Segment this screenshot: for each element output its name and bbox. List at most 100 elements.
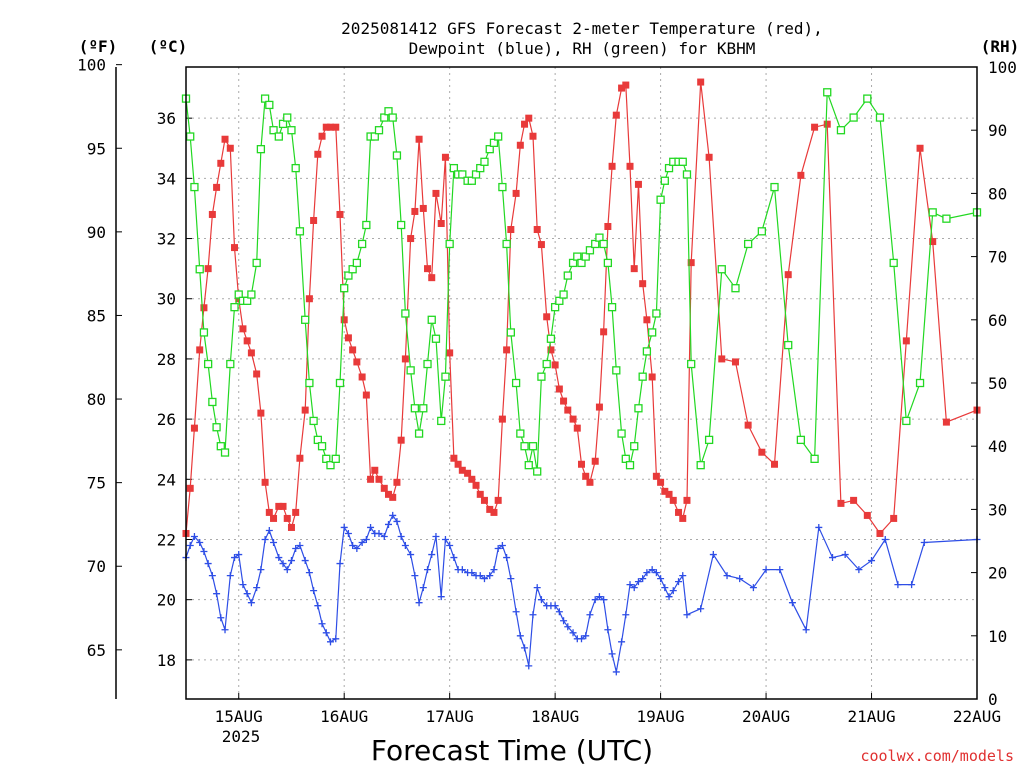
dewpoint-point bbox=[196, 539, 204, 547]
temperature-point bbox=[221, 135, 229, 143]
temperature-point bbox=[639, 280, 647, 288]
relative-humidity-point bbox=[331, 454, 340, 463]
temperature-point bbox=[186, 484, 194, 492]
temperature-point bbox=[797, 171, 805, 179]
x-tick-label: 19AUG bbox=[637, 707, 685, 726]
dewpoint-series bbox=[182, 511, 981, 676]
temperature-point bbox=[564, 406, 572, 414]
relative-humidity-point bbox=[770, 182, 779, 192]
relative-humidity-point bbox=[603, 258, 613, 268]
dewpoint-point bbox=[389, 511, 397, 519]
relative-humidity-point bbox=[528, 442, 538, 451]
relative-humidity-point bbox=[559, 290, 568, 299]
relative-humidity-point bbox=[291, 163, 300, 173]
relative-humidity-point bbox=[458, 170, 467, 179]
temperature-point bbox=[275, 502, 283, 510]
dewpoint-point bbox=[512, 608, 520, 616]
temperature-point bbox=[555, 385, 563, 393]
temperature-point bbox=[942, 418, 950, 426]
rh-tick-label: 100 bbox=[988, 58, 1017, 77]
dewpoint-point bbox=[270, 539, 278, 547]
dewpoint-point bbox=[564, 623, 572, 631]
temperature-point bbox=[353, 358, 361, 366]
temperature-point bbox=[253, 370, 261, 378]
dewpoint-point bbox=[231, 554, 239, 562]
relative-humidity-point bbox=[585, 246, 595, 255]
dewpoint-point bbox=[367, 523, 375, 531]
temperature-point bbox=[305, 295, 313, 303]
f-tick-label: 65 bbox=[87, 641, 106, 660]
relative-humidity-point bbox=[301, 315, 310, 324]
temperature-point bbox=[239, 325, 247, 333]
relative-humidity-point bbox=[638, 372, 647, 381]
dewpoint-point bbox=[537, 596, 545, 604]
dewpoint-point bbox=[322, 629, 330, 637]
rh-tick-label: 60 bbox=[988, 311, 1007, 330]
dewpoint-point bbox=[595, 593, 603, 601]
dewpoint-point bbox=[441, 535, 449, 543]
temperature-point bbox=[837, 499, 845, 507]
dewpoint-point bbox=[247, 599, 255, 607]
temperature-point bbox=[490, 508, 498, 516]
dewpoint-point bbox=[600, 596, 608, 604]
dewpoint-point bbox=[697, 605, 705, 613]
temperature-point bbox=[929, 238, 937, 246]
relative-humidity-point bbox=[630, 442, 639, 451]
dewpoint-point bbox=[411, 572, 419, 580]
temperature-point bbox=[643, 316, 651, 324]
relative-humidity-point bbox=[902, 416, 911, 426]
dewpoint-point bbox=[344, 529, 352, 537]
temperature-point bbox=[310, 216, 318, 224]
temperature-point bbox=[380, 484, 388, 492]
dewpoint-point bbox=[578, 635, 585, 643]
temperature-point bbox=[600, 328, 608, 336]
temperature-point bbox=[296, 454, 304, 462]
relative-humidity-point bbox=[423, 359, 432, 369]
f-tick-label: 75 bbox=[87, 474, 106, 493]
dewpoint-point bbox=[446, 542, 454, 550]
relative-humidity-point bbox=[344, 271, 353, 280]
temperature-point bbox=[468, 475, 476, 483]
temperature-point bbox=[480, 496, 488, 504]
relative-humidity-point bbox=[928, 208, 937, 217]
dewpoint-point bbox=[437, 593, 445, 601]
dewpoint-point bbox=[626, 581, 634, 589]
temperature-point bbox=[450, 454, 458, 462]
dewpoint-point bbox=[639, 575, 647, 583]
credit-link[interactable]: coolwx.com/models bbox=[860, 747, 1014, 765]
temperature-point bbox=[384, 490, 392, 498]
dewpoint-point bbox=[204, 560, 212, 568]
temperature-point bbox=[876, 529, 884, 537]
c-tick-label: 32 bbox=[157, 230, 176, 249]
relative-humidity-point bbox=[757, 227, 766, 236]
relative-humidity-series bbox=[181, 88, 982, 476]
relative-humidity-point bbox=[617, 429, 626, 438]
temperature-point bbox=[196, 346, 204, 354]
dewpoint-point bbox=[749, 584, 757, 592]
dewpoint-point bbox=[318, 620, 326, 628]
temperature-point bbox=[340, 316, 348, 324]
temperature-point bbox=[424, 265, 432, 273]
dewpoint-point bbox=[275, 554, 283, 562]
relative-humidity-point bbox=[348, 265, 357, 274]
dewpoint-point bbox=[507, 575, 515, 583]
temperature-point bbox=[375, 475, 383, 483]
relative-humidity-point bbox=[247, 290, 256, 299]
temperature-point bbox=[190, 424, 198, 432]
dewpoint-point bbox=[468, 569, 476, 577]
temperature-point bbox=[270, 514, 278, 522]
dewpoint-point bbox=[340, 523, 348, 531]
dewpoint-point bbox=[829, 554, 837, 562]
relative-humidity-point bbox=[836, 126, 846, 135]
dewpoint-point bbox=[582, 632, 590, 640]
temperature-point bbox=[657, 478, 665, 486]
temperature-point bbox=[472, 481, 480, 489]
f-tick-label: 85 bbox=[87, 306, 106, 325]
dewpoint-point bbox=[257, 566, 265, 574]
f-tick-label: 100 bbox=[77, 56, 106, 75]
rh-tick-label: 0 bbox=[988, 690, 998, 709]
temperature-point bbox=[591, 457, 599, 465]
temperature-point bbox=[604, 223, 612, 231]
x-tick-label: 21AUG bbox=[847, 707, 895, 726]
